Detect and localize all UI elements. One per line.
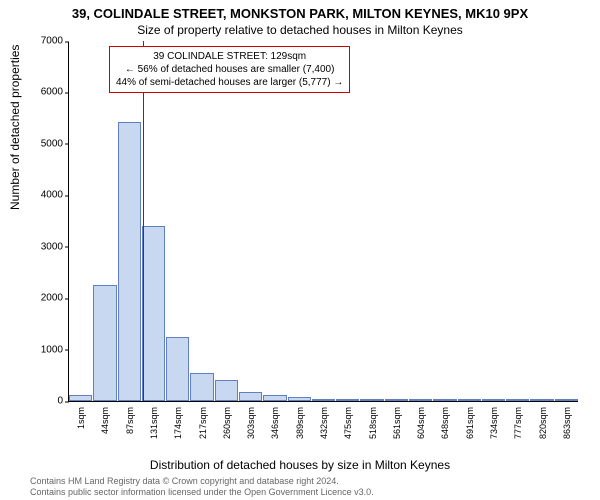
x-tick: 389sqm	[295, 407, 305, 439]
histogram-bar	[360, 399, 383, 401]
footer-line: Contains public sector information licen…	[30, 487, 374, 498]
footer-attribution: Contains HM Land Registry data © Crown c…	[30, 476, 374, 498]
histogram-bar	[142, 226, 165, 401]
footer-line: Contains HM Land Registry data © Crown c…	[30, 476, 374, 487]
histogram-bar	[288, 397, 311, 401]
property-marker-line	[143, 41, 144, 401]
chart-title: 39, COLINDALE STREET, MONKSTON PARK, MIL…	[0, 0, 600, 21]
x-tick: 432sqm	[319, 407, 329, 439]
histogram-bar	[93, 285, 116, 401]
x-tick: 303sqm	[246, 407, 256, 439]
x-tick: 174sqm	[173, 407, 183, 439]
x-tick: 691sqm	[465, 407, 475, 439]
x-tick: 604sqm	[416, 407, 426, 439]
x-tick: 863sqm	[562, 407, 572, 439]
histogram-bar	[336, 399, 359, 401]
histogram-bar	[385, 399, 408, 401]
y-tick: 4000	[41, 190, 69, 201]
histogram-bar	[166, 337, 189, 401]
x-tick: 1sqm	[76, 407, 86, 429]
histogram-bar	[506, 399, 529, 401]
y-tick: 7000	[41, 36, 69, 47]
annotation-line: 39 COLINDALE STREET: 129sqm	[116, 50, 343, 63]
histogram-bar	[215, 380, 238, 401]
histogram-bar	[118, 122, 141, 401]
x-tick: 44sqm	[100, 407, 110, 434]
x-tick: 260sqm	[222, 407, 232, 439]
histogram-bar	[409, 399, 432, 401]
histogram-bar	[530, 399, 553, 401]
annotation-line: ← 56% of detached houses are smaller (7,…	[116, 63, 343, 76]
x-tick: 820sqm	[538, 407, 548, 439]
x-tick: 87sqm	[125, 407, 135, 434]
histogram-bar	[69, 395, 92, 401]
plot-area: 010002000300040005000600070001sqm44sqm87…	[68, 42, 578, 402]
y-axis-label: Number of detached properties	[8, 45, 22, 210]
x-tick: 475sqm	[343, 407, 353, 439]
histogram-bar	[555, 399, 578, 401]
y-tick: 1000	[41, 344, 69, 355]
x-axis-label: Distribution of detached houses by size …	[0, 458, 600, 472]
x-tick: 518sqm	[368, 407, 378, 439]
histogram-bar	[190, 373, 213, 401]
annotation-line: 44% of semi-detached houses are larger (…	[116, 76, 343, 89]
histogram-bar	[458, 399, 481, 401]
x-tick: 346sqm	[270, 407, 280, 439]
histogram-bar	[239, 392, 262, 401]
histogram-bar	[263, 395, 286, 401]
x-tick: 648sqm	[440, 407, 450, 439]
chart-subtitle: Size of property relative to detached ho…	[0, 21, 600, 41]
x-tick: 561sqm	[392, 407, 402, 439]
x-tick: 217sqm	[198, 407, 208, 439]
histogram-bar	[312, 399, 335, 401]
annotation-box: 39 COLINDALE STREET: 129sqm← 56% of deta…	[109, 46, 350, 93]
y-tick: 5000	[41, 138, 69, 149]
y-tick: 2000	[41, 293, 69, 304]
y-tick: 6000	[41, 87, 69, 98]
y-tick: 0	[57, 396, 69, 407]
x-tick: 777sqm	[513, 407, 523, 439]
histogram-bar	[433, 399, 456, 401]
x-tick: 131sqm	[149, 407, 159, 439]
x-tick: 734sqm	[489, 407, 499, 439]
histogram-bar	[482, 399, 505, 401]
y-tick: 3000	[41, 241, 69, 252]
